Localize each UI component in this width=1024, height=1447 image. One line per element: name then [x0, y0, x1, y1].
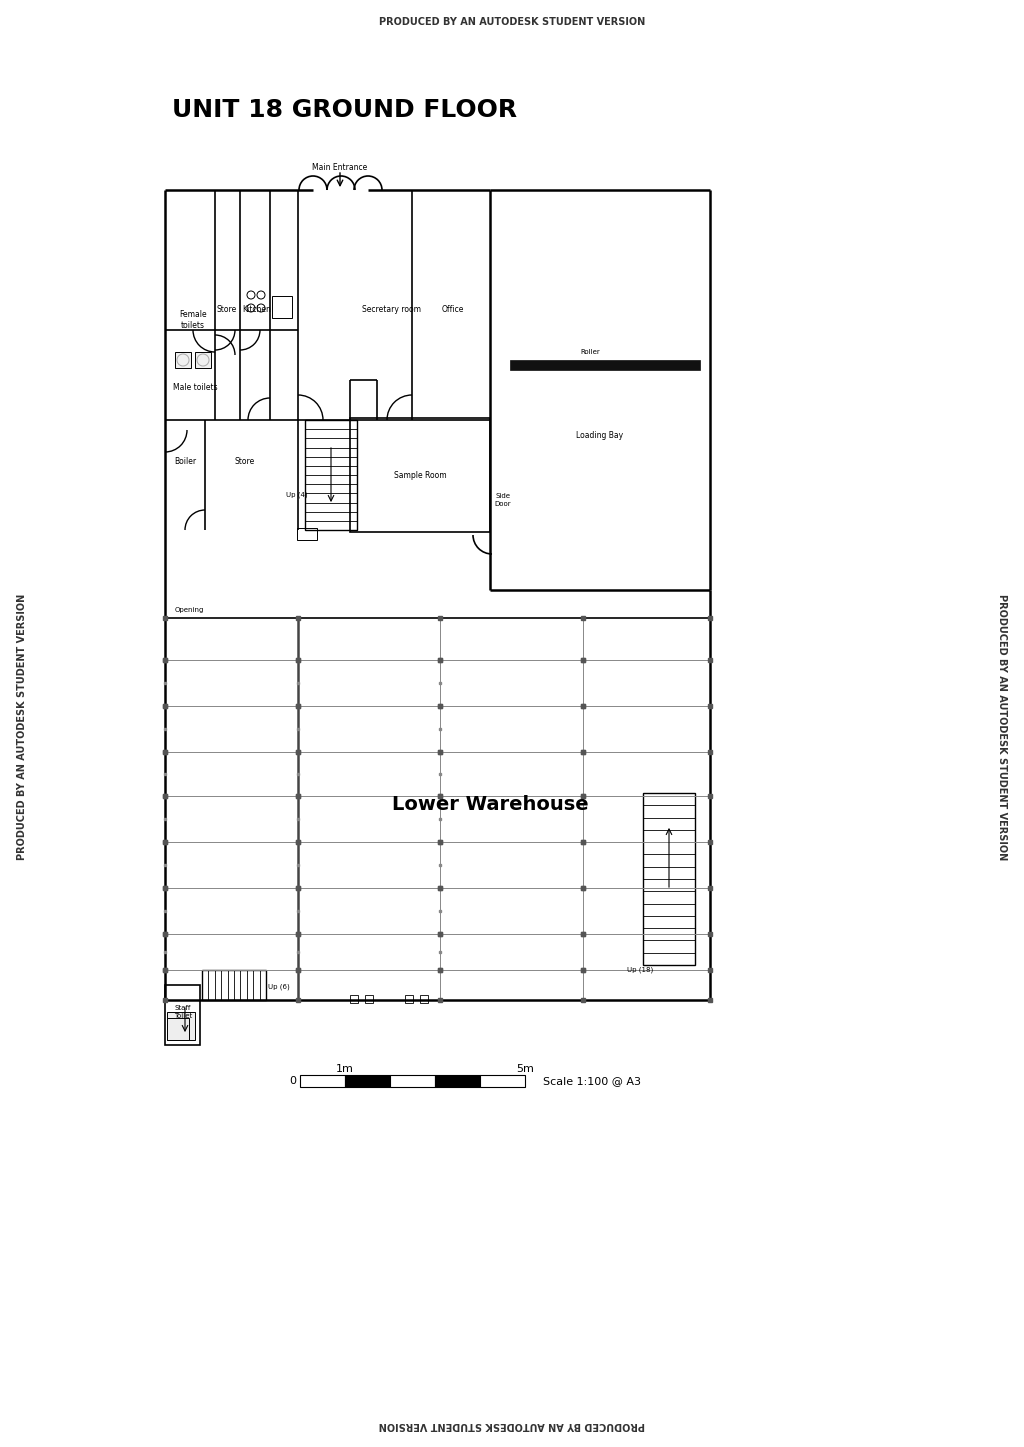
Bar: [510, 360, 700, 370]
Text: Store: Store: [234, 457, 255, 466]
Text: Office: Office: [441, 305, 464, 314]
Bar: [202, 969, 266, 1000]
Bar: [305, 420, 357, 530]
Text: Up (4): Up (4): [286, 492, 307, 498]
Text: Main Entrance: Main Entrance: [312, 164, 368, 172]
Bar: [195, 352, 211, 368]
Bar: [435, 1075, 480, 1087]
Text: Lower Warehouse: Lower Warehouse: [392, 796, 589, 815]
Bar: [272, 297, 292, 318]
Text: PRODUCED BY AN AUTODESK STUDENT VERSION: PRODUCED BY AN AUTODESK STUDENT VERSION: [379, 17, 645, 27]
Text: PRODUCED BY AN AUTODESK STUDENT VERSION: PRODUCED BY AN AUTODESK STUDENT VERSION: [17, 593, 27, 860]
Text: 1m: 1m: [336, 1064, 354, 1074]
Text: Up (6): Up (6): [268, 984, 290, 990]
Text: 5m: 5m: [516, 1064, 534, 1074]
Text: UNIT 18 GROUND FLOOR: UNIT 18 GROUND FLOOR: [172, 98, 517, 122]
Text: PRODUCED BY AN AUTODESK STUDENT VERSION: PRODUCED BY AN AUTODESK STUDENT VERSION: [997, 593, 1007, 860]
Text: Up (18): Up (18): [627, 967, 653, 974]
Text: Store: Store: [217, 305, 238, 314]
Bar: [167, 1019, 189, 1040]
Bar: [365, 996, 373, 1003]
Text: Roller: Roller: [581, 349, 600, 355]
Bar: [406, 996, 413, 1003]
Text: Sample Room: Sample Room: [393, 470, 446, 479]
Text: Staff
Toilet: Staff Toilet: [174, 1006, 193, 1019]
Text: PRODUCED BY AN AUTODESK STUDENT VERSION: PRODUCED BY AN AUTODESK STUDENT VERSION: [379, 1420, 645, 1430]
Bar: [643, 793, 695, 965]
Text: Side
Door: Side Door: [495, 493, 511, 506]
Bar: [300, 1075, 345, 1087]
Bar: [350, 996, 358, 1003]
Bar: [420, 996, 428, 1003]
Text: Male toilets: Male toilets: [173, 383, 217, 392]
Text: Kitchen: Kitchen: [243, 305, 271, 314]
Text: Boiler: Boiler: [174, 457, 196, 466]
Bar: [350, 418, 490, 532]
Bar: [345, 1075, 390, 1087]
Bar: [167, 1011, 195, 1040]
Text: Secretary room: Secretary room: [362, 305, 422, 314]
Bar: [165, 985, 200, 1045]
Bar: [390, 1075, 435, 1087]
Text: Female
toilets: Female toilets: [179, 310, 207, 330]
Bar: [297, 528, 317, 540]
Bar: [480, 1075, 525, 1087]
Bar: [175, 352, 191, 368]
Text: Scale 1:100 @ A3: Scale 1:100 @ A3: [543, 1077, 641, 1087]
Text: Loading Bay: Loading Bay: [577, 431, 624, 440]
Text: 0: 0: [289, 1077, 296, 1087]
Text: Opening: Opening: [175, 606, 205, 614]
